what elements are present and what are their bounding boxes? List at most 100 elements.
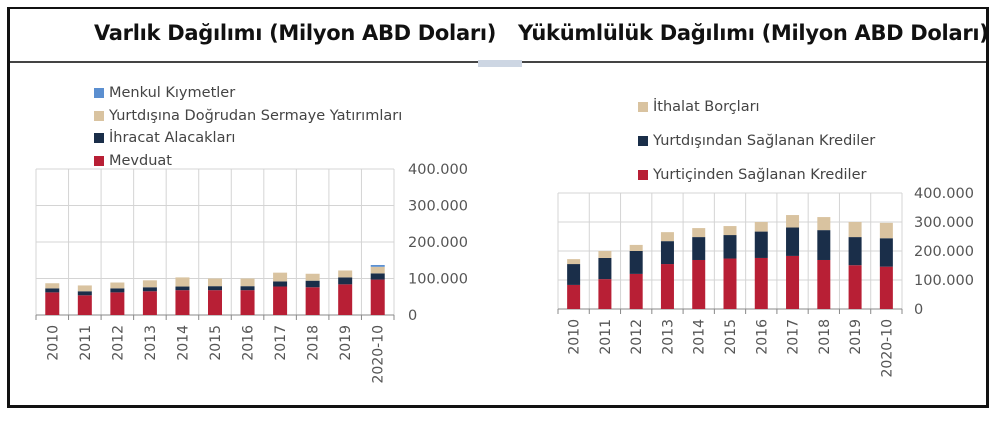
legend-swatch-icon bbox=[638, 170, 648, 180]
legend-label: Yurtdışına Doğrudan Sermaye Yatırımları bbox=[109, 107, 403, 124]
bar-stack-2011 bbox=[598, 251, 612, 309]
x-tick-label: 2011 bbox=[598, 319, 614, 355]
legend-swatch-icon bbox=[94, 155, 104, 166]
bar-segment bbox=[692, 228, 706, 238]
x-tick-label: 2012 bbox=[629, 319, 645, 355]
bar-segment bbox=[786, 215, 800, 228]
x-tick-label: 2020-10 bbox=[879, 319, 895, 378]
bar-segment bbox=[142, 280, 157, 288]
bar-stack-2012 bbox=[629, 244, 643, 309]
y-tick-label: 200.000 bbox=[914, 244, 974, 260]
y-tick-label: 100.000 bbox=[408, 272, 468, 288]
bar-segment bbox=[848, 265, 862, 309]
bar-segment bbox=[817, 230, 831, 260]
bar-segment bbox=[273, 286, 288, 315]
bar-segment bbox=[817, 259, 831, 309]
y-tick-label: 300.000 bbox=[408, 199, 468, 215]
bar-stack-2019 bbox=[848, 222, 862, 309]
y-tick-label: 200.000 bbox=[408, 235, 468, 251]
x-tick-label: 2016 bbox=[241, 325, 257, 361]
bar-segment bbox=[848, 237, 862, 266]
bar-segment bbox=[879, 266, 893, 309]
legend-label: Yurtiçinden Sağlanan Krediler bbox=[653, 167, 867, 183]
bar-stack-2013 bbox=[660, 232, 674, 309]
bar-segment bbox=[567, 259, 581, 265]
bar-segment bbox=[370, 279, 385, 315]
asset-chart-legend: Menkul Kıymetler Yurtdışına Doğrudan Serm… bbox=[94, 82, 402, 172]
bar-segment bbox=[817, 217, 831, 231]
legend-item: İhracat Alacakları bbox=[94, 127, 402, 150]
y-tick-label: 300.000 bbox=[914, 215, 974, 231]
bar-segment bbox=[240, 286, 255, 291]
bar-segment bbox=[879, 238, 893, 267]
bar-stack-2017 bbox=[273, 272, 288, 315]
bar-segment bbox=[786, 255, 800, 309]
x-tick-label: 2018 bbox=[306, 325, 322, 361]
bar-segment bbox=[754, 257, 768, 309]
bar-segment bbox=[45, 292, 60, 315]
bar-segment bbox=[723, 235, 737, 259]
legend-label: İthalat Borçları bbox=[653, 99, 760, 115]
bar-segment bbox=[754, 231, 768, 258]
legend-label: Mevduat bbox=[109, 152, 172, 169]
bar-stack-2015 bbox=[723, 226, 737, 309]
asset-distribution-chart: 0 100.000 200.000 300.000 400.000 2010 2011 201… bbox=[35, 162, 494, 405]
bar-segment bbox=[77, 285, 92, 292]
legend-swatch-icon bbox=[94, 133, 104, 144]
legend-label: Yurtdışından Sağlanan Krediler bbox=[653, 133, 876, 149]
bar-segment bbox=[338, 277, 353, 285]
y-tick-label: 400.000 bbox=[408, 162, 468, 178]
bar-segment bbox=[786, 227, 800, 256]
bar-segment bbox=[208, 290, 222, 315]
bar-segment bbox=[273, 281, 288, 287]
legend-label: Menkul Kıymetler bbox=[109, 85, 236, 102]
x-tick-label: 2014 bbox=[692, 319, 708, 355]
x-tick-label: 2019 bbox=[848, 319, 864, 355]
bar-stack-2014 bbox=[692, 228, 706, 309]
bar-stack-2015 bbox=[208, 278, 222, 315]
bar-segment bbox=[338, 270, 353, 278]
asset-chart-title: Varlık Dağılımı (Milyon ABD Doları) bbox=[94, 21, 497, 45]
bar-segment bbox=[175, 277, 190, 287]
bar-segment bbox=[45, 288, 60, 293]
liability-chart-title: Yükümlülük Dağılımı (Milyon ABD Doları) bbox=[518, 21, 989, 45]
bar-segment bbox=[567, 264, 581, 285]
y-tick-label: 400.000 bbox=[914, 186, 974, 202]
bar-segment bbox=[660, 241, 674, 265]
x-tick-label: 2017 bbox=[273, 325, 289, 361]
bar-segment bbox=[629, 251, 643, 274]
legend-item: Yurtdışından Sağlanan Krediler bbox=[638, 124, 875, 158]
bar-stack-2011 bbox=[77, 285, 92, 315]
title-row: Varlık Dağılımı (Milyon ABD Doları) Yükü… bbox=[10, 9, 989, 63]
bar-segment bbox=[305, 287, 320, 315]
legend-item: Menkul Kıymetler bbox=[94, 82, 402, 105]
bar-segment bbox=[598, 279, 612, 309]
legend-swatch-icon bbox=[94, 110, 104, 121]
bar-segment bbox=[77, 291, 92, 296]
bar-segment bbox=[598, 257, 612, 280]
bar-segment bbox=[240, 290, 255, 315]
x-tick-label: 2014 bbox=[175, 325, 191, 361]
bar-stack-2014 bbox=[175, 277, 190, 315]
figure-frame: Varlık Dağılımı (Milyon ABD Doları) Yükü… bbox=[7, 7, 989, 408]
bar-segment bbox=[208, 286, 222, 291]
bar-segment bbox=[110, 292, 125, 315]
legend-label: İhracat Alacakları bbox=[109, 130, 236, 147]
x-tick-label: 2015 bbox=[723, 319, 739, 355]
bar-segment bbox=[175, 286, 190, 291]
x-tick-label: 2013 bbox=[143, 325, 159, 361]
bar-segment bbox=[692, 259, 706, 309]
bar-segment bbox=[110, 282, 125, 289]
x-tick-label: 2013 bbox=[660, 319, 676, 355]
x-tick-label: 2019 bbox=[338, 325, 354, 361]
bar-segment bbox=[240, 278, 255, 287]
bar-segment bbox=[370, 273, 385, 280]
y-tick-label: 100.000 bbox=[914, 273, 974, 289]
bar-segment bbox=[175, 290, 190, 315]
x-tick-label: 2017 bbox=[786, 319, 802, 355]
legend-swatch-icon bbox=[638, 136, 648, 146]
x-tick-label: 2012 bbox=[110, 325, 126, 361]
bar-segment bbox=[110, 288, 125, 293]
bar-segment bbox=[848, 222, 862, 238]
bar-stack-2020-10 bbox=[879, 222, 893, 309]
